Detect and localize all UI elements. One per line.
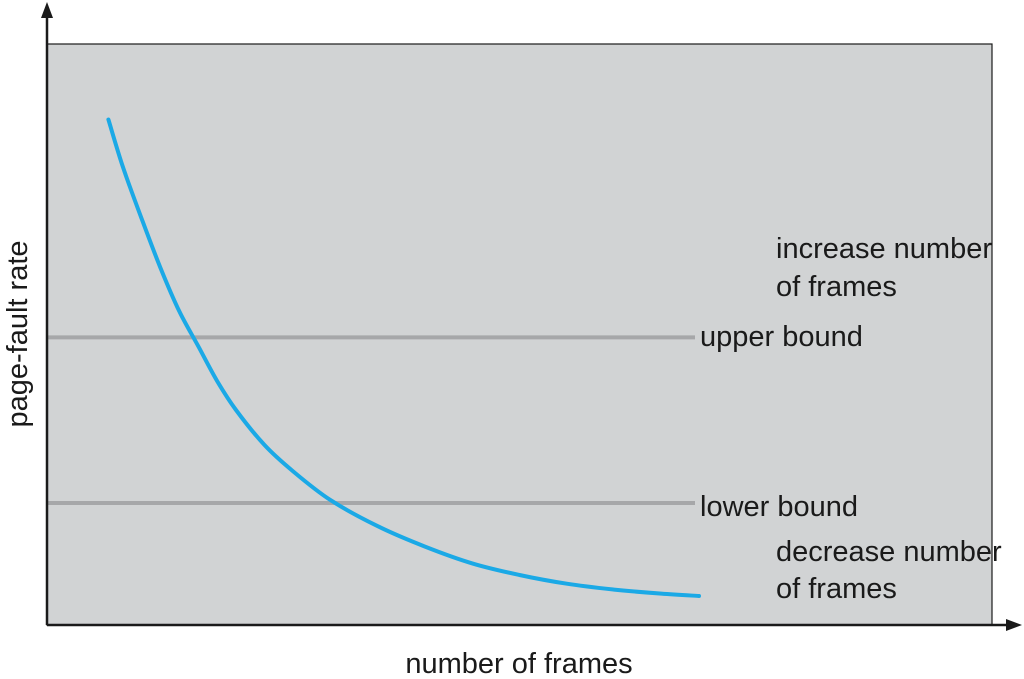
lower-bound-label: lower bound — [700, 491, 858, 523]
upper-bound-label: upper bound — [700, 321, 863, 353]
x-axis-arrow-icon — [1006, 619, 1022, 631]
increase-annotation-line-1: increase number — [776, 233, 992, 265]
series-layer — [106, 117, 701, 598]
x-axis-title: number of frames — [405, 648, 632, 679]
threshold-lines — [47, 335, 695, 505]
increase-annotation-line-2: of frames — [776, 271, 897, 303]
y-axis-arrow-icon — [41, 2, 53, 18]
plot-area — [46, 43, 993, 626]
decrease-annotation-line-1: decrease number — [776, 536, 1002, 568]
decrease-annotation-line-2: of frames — [776, 573, 897, 605]
page-fault-curve — [106, 117, 701, 598]
y-axis-title: page-fault rate — [2, 240, 34, 427]
